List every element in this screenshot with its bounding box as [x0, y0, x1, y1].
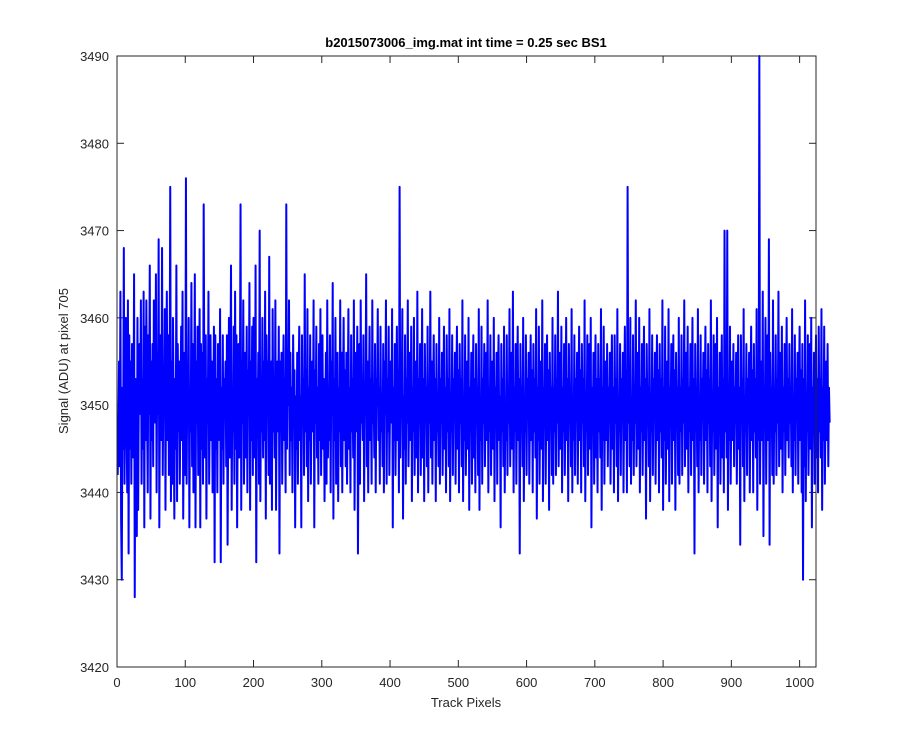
y-tick-label: 3460 [80, 311, 109, 326]
y-axis-title: Signal (ADU) at pixel 705 [56, 288, 71, 434]
x-tick-label: 0 [113, 675, 120, 690]
y-tick-label: 3430 [80, 573, 109, 588]
y-tick-label: 3450 [80, 398, 109, 413]
y-tick-label: 3490 [80, 49, 109, 64]
chart-title: b2015073006_img.mat int time = 0.25 sec … [325, 35, 606, 50]
x-tick-label: 800 [652, 675, 674, 690]
x-tick-label: 300 [311, 675, 333, 690]
x-axis-title: Track Pixels [431, 695, 502, 710]
y-tick-label: 3440 [80, 485, 109, 500]
x-tick-label: 400 [379, 675, 401, 690]
series-line [116, 55, 831, 599]
y-tick-label: 3480 [80, 136, 109, 151]
x-tick-label: 700 [584, 675, 606, 690]
x-tick-label: 200 [243, 675, 265, 690]
plot-frame [116, 55, 817, 668]
x-tick-label: 900 [721, 675, 743, 690]
y-tick-label: 3470 [80, 224, 109, 239]
x-tick-label: 600 [516, 675, 538, 690]
y-tick-label: 3420 [80, 660, 109, 675]
axis-ticks [116, 55, 816, 668]
axis-tick-labels: 0 100 200 300 400 500 600 700 800 900 1000 3420 3430… [80, 49, 814, 690]
x-tick-label: 100 [174, 675, 196, 690]
x-tick-label: 500 [447, 675, 469, 690]
x-tick-label: 1000 [785, 675, 814, 690]
